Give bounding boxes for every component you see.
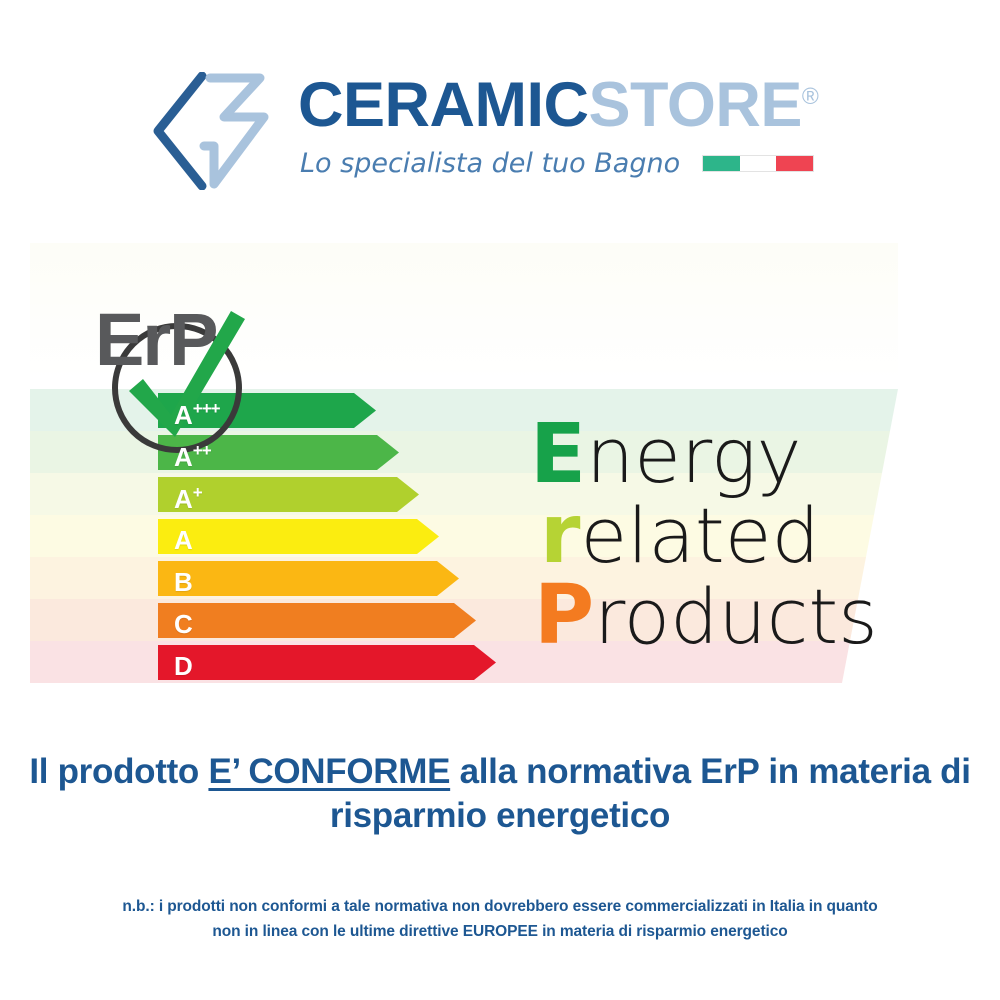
energy-bar-shape xyxy=(158,393,376,428)
footnote-line2-b: in materia di risparmio energetico xyxy=(537,922,788,940)
wordmark-rest-nergy: nergy xyxy=(586,411,802,500)
wordmark-line-products: Products xyxy=(530,574,898,656)
wordmark-line-energy: Energy xyxy=(530,414,898,496)
wordmark-cap-p: P xyxy=(534,567,595,663)
brand-name-ceramic: CERAMIC xyxy=(298,70,589,140)
energy-class-label: A++ xyxy=(174,441,212,472)
energy-class-label: C xyxy=(174,609,193,639)
energy-class-plus-superscript: +++ xyxy=(192,399,221,419)
energy-class-label: A xyxy=(174,525,193,555)
erp-energy-label-panel: A+++ A++ A+ A B C D ErP Energy related Product… xyxy=(30,243,898,698)
energy-bar-row: A+ xyxy=(158,477,518,519)
message-part1: Il prodotto xyxy=(29,752,209,791)
energy-bar-row: A xyxy=(158,519,518,561)
energy-bar-row: A++ xyxy=(158,435,518,477)
energy-class-label: D xyxy=(174,651,193,681)
energy-class-plus-superscript: ++ xyxy=(192,441,212,461)
footnote-line-2: non in linea con le ultime direttive EUR… xyxy=(0,920,1000,945)
energy-bar-row: B xyxy=(158,561,518,603)
energy-bar-shape xyxy=(158,603,476,638)
wordmark-line-related: related xyxy=(530,494,898,576)
energy-class-plus-superscript: + xyxy=(192,483,203,503)
page-header: CERAMICSTORE® Lo specialista del tuo Bag… xyxy=(0,0,1000,230)
energy-class-label: A+ xyxy=(174,483,203,514)
message-highlight: E’ CONFORME xyxy=(208,752,451,791)
energy-bar-row: C xyxy=(158,603,518,645)
energy-bar-shape xyxy=(158,435,399,470)
message-part2: alla normativa ErP in materia di risparm… xyxy=(329,752,971,835)
flag-stripe-white xyxy=(739,156,777,171)
brand-wordmark: CERAMICSTORE® xyxy=(298,74,819,137)
brand-name-store: STORE xyxy=(588,70,803,140)
footnote-line2-a: non in linea con le ultime direttive xyxy=(212,922,463,940)
energy-bar-shape xyxy=(158,645,496,680)
conformity-message: Il prodotto E’ CONFORME alla normativa E… xyxy=(0,750,1000,838)
erp-badge-text: ErP xyxy=(95,298,219,381)
wordmark-cap-e: E xyxy=(530,407,587,502)
wordmark-rest-roducts: roducts xyxy=(594,571,878,661)
energy-bar-shape xyxy=(158,519,439,554)
energy-bar-shape xyxy=(158,561,459,596)
footnote-line-1: n.b.: i prodotti non conformi a tale nor… xyxy=(122,898,878,915)
ceramicstore-chevron-s-logo-icon xyxy=(152,71,272,191)
energy-bar-shape xyxy=(158,477,419,512)
erp-badge: ErP xyxy=(85,283,275,468)
tagline-row: Lo specialista del tuo Bagno xyxy=(300,148,815,179)
energy-related-products-wordmark: Energy related Products xyxy=(530,414,898,657)
flag-stripe-green xyxy=(703,156,740,171)
energy-bar-row: A+++ xyxy=(158,393,518,435)
energy-bar-row: D xyxy=(158,645,518,687)
wordmark-rest-elated: elated xyxy=(580,491,820,581)
energy-class-bar-chart: A+++ A++ A+ A B C D xyxy=(158,393,518,687)
footnote: n.b.: i prodotti non conformi a tale nor… xyxy=(0,895,1000,945)
energy-class-label: A+++ xyxy=(174,399,221,430)
wordmark-cap-r: r xyxy=(540,487,581,583)
italian-flag-icon xyxy=(702,155,815,172)
flag-stripe-red xyxy=(776,156,814,171)
brand-tagline: Lo specialista del tuo Bagno xyxy=(300,148,681,179)
registered-trademark-icon: ® xyxy=(801,83,819,109)
footnote-europee: EUROPEE xyxy=(462,922,538,940)
energy-class-label: B xyxy=(174,567,193,597)
